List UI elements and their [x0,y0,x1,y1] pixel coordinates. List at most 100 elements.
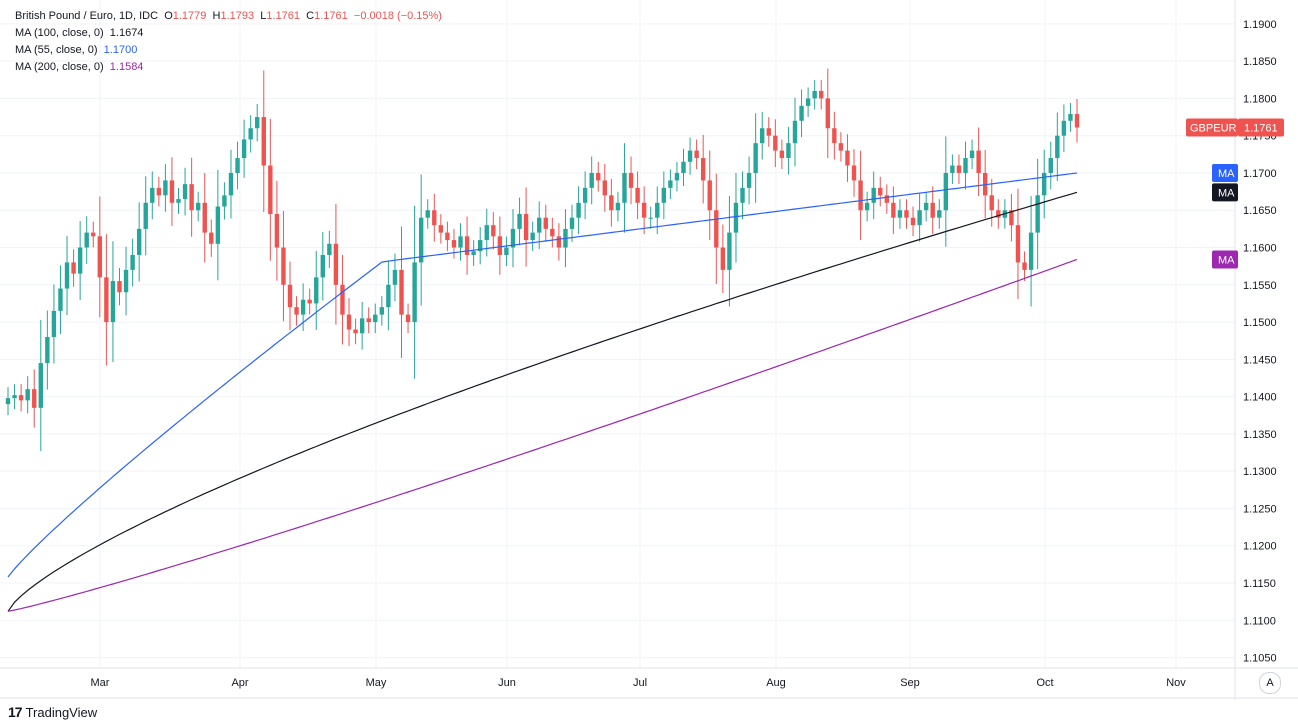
candle-body [1009,210,1014,226]
candle-body [1048,158,1053,173]
candle-body [812,90,817,99]
candle-body [668,180,673,188]
candle-body [917,210,922,226]
candle-body [458,236,463,248]
candle-body [38,363,43,408]
candle-body [523,213,529,241]
candle-body [366,318,371,323]
legend-high-value: 1.1793 [220,10,255,22]
candle-body [681,161,686,173]
candle-body [976,150,981,173]
candle-body [379,307,385,315]
y-tick-label: 1.1450 [1243,354,1277,366]
candle-body [1028,232,1034,270]
candle-body [5,398,11,405]
x-tick-label: Sep [900,677,920,689]
candle-body [471,251,476,255]
candle-body [740,187,745,203]
candle-body [202,202,207,233]
candle-body [878,187,883,196]
legend-low-label: L [260,10,267,22]
candle-body [530,232,535,241]
candle-body [996,210,1001,218]
candle-body [700,158,706,181]
candle-body [333,243,339,285]
candle-body [904,210,909,218]
candle-body [425,210,430,218]
candle-body [517,213,522,229]
legend-close-label: C [306,10,315,22]
candle-body [136,228,142,255]
ma100-badge [1212,183,1238,202]
y-tick-label: 1.1500 [1243,317,1277,329]
legend-close-value: 1.1761 [314,10,348,22]
ma200-badge [1212,250,1238,269]
y-tick-label: 1.1350 [1243,429,1277,441]
y-tick-label: 1.1600 [1243,243,1277,255]
candle-body [871,187,876,203]
candle-body [294,307,299,315]
candle-body [45,336,50,364]
candle-body [799,105,804,121]
candle-body [779,150,785,159]
candle-body [248,128,253,140]
candle-body [169,180,175,203]
legend-ma55-value: 1.1700 [103,44,138,56]
candle-body [51,310,57,337]
candle-body [71,262,76,274]
candle-body [694,150,699,159]
candle-body [91,232,96,237]
candle-body [189,184,194,211]
candle-body [156,187,162,196]
candle-body [314,277,319,304]
y-tick-label: 1.1400 [1243,392,1277,404]
candle-body [864,202,870,211]
y-tick-label: 1.1650 [1243,205,1277,217]
legend-open-value: 1.1779 [172,10,207,22]
last-price-badge-text: 1.1761 [1244,122,1278,134]
candle-body [1074,114,1080,128]
candle-body [543,217,548,229]
y-tick-label: 1.1200 [1243,541,1277,553]
candle-body [851,165,857,181]
candle-body [1061,120,1067,136]
candle-body [104,277,109,323]
y-tick-label: 1.1850 [1243,56,1277,68]
candle-body [556,236,562,248]
candle-body [1055,135,1060,159]
x-tick-label: Mar [91,677,110,689]
candle-body [392,269,398,285]
candle-body [497,236,503,255]
ma200-badge-text: MA [1218,254,1235,266]
ma55-line [7,172,1078,578]
candle-body [327,243,332,255]
candle-body [110,281,116,323]
symbol-badge-text: GBPEUR [1190,122,1237,134]
candle-body [615,202,621,211]
ma55-badge-text: MA [1218,168,1235,180]
candle-body [819,90,824,99]
candle-body [937,210,942,218]
last-price-badge [1238,118,1284,137]
candle-body [477,240,483,252]
legend-symbol-title: British Pound / Euro, 1D, IDC [15,10,159,22]
x-tick-label: Apr [231,677,248,689]
symbol-badge [1186,118,1238,137]
candle-body [832,128,837,144]
legend-ma100-label: MA (100, close, 0) [15,27,104,39]
legend-ma200-row: MA (200, close, 0) 1.1584 [15,59,442,76]
candle-body [628,172,634,188]
x-tick-label: Jul [633,677,647,689]
candle-body [923,202,929,211]
tradingview-brand: TradingView [25,704,98,720]
candle-body [64,262,70,289]
candle-body [687,150,693,162]
auto-scale-button[interactable]: A [1259,672,1281,694]
candle-body [123,269,129,293]
candle-body [943,172,949,211]
candle-body [825,98,830,129]
y-tick-label: 1.1300 [1243,466,1277,478]
candle-body [773,135,778,151]
ma200-line [7,258,1078,612]
